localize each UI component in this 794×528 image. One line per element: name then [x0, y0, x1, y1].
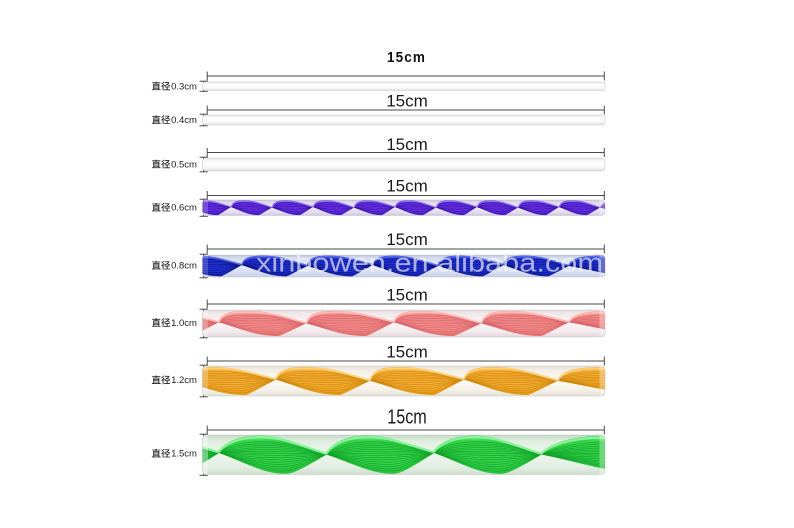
svg-text:15cm: 15cm [387, 50, 426, 66]
svg-text:0.4cm: 0.4cm [171, 115, 197, 126]
svg-text:15cm: 15cm [386, 177, 428, 196]
svg-text:0.6cm: 0.6cm [171, 203, 197, 214]
svg-text:1.5cm: 1.5cm [171, 449, 197, 460]
svg-text:0.5cm: 0.5cm [171, 159, 197, 170]
svg-text:1.2cm: 1.2cm [171, 375, 197, 386]
svg-text:15cm: 15cm [386, 230, 428, 249]
svg-text:15cm: 15cm [387, 407, 427, 429]
svg-text:15cm: 15cm [386, 343, 428, 362]
svg-text:xinbowen.en.alibaba.com: xinbowen.en.alibaba.com [256, 248, 603, 278]
svg-text:15cm: 15cm [386, 92, 428, 111]
svg-text:0.8cm: 0.8cm [171, 261, 197, 272]
svg-text:15cm: 15cm [386, 135, 428, 154]
svg-text:0.3cm: 0.3cm [171, 81, 197, 92]
svg-text:1.0cm: 1.0cm [171, 318, 197, 329]
svg-text:15cm: 15cm [386, 286, 428, 305]
